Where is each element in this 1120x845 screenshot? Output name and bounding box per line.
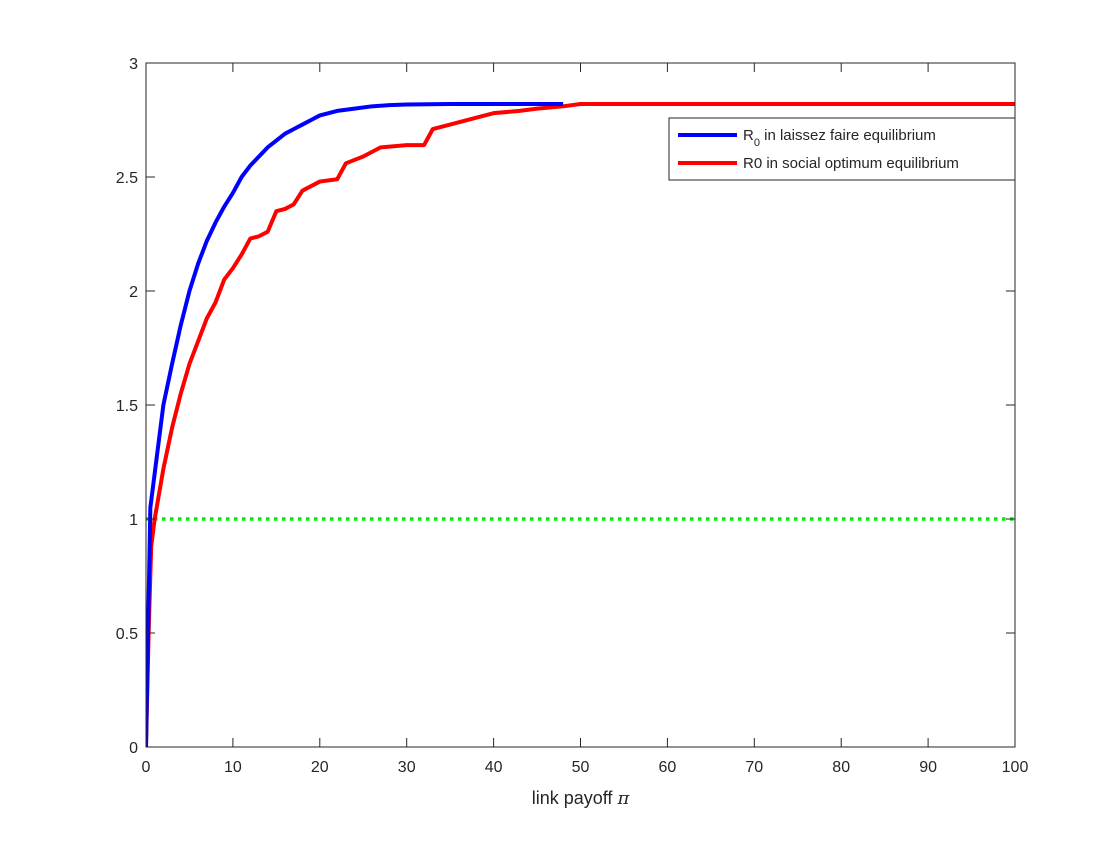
tick-layer: 0 10 20 30 40 50 60 70 80 90 100 0 0.5 1 1.5 2 2.5 3	[116, 56, 1029, 776]
x-tick-label: 20	[311, 759, 329, 776]
x-tick-label: 50	[572, 759, 590, 776]
y-tick-label: 1.5	[116, 398, 138, 415]
x-tick-label: 70	[745, 759, 763, 776]
x-tick-label: 80	[832, 759, 850, 776]
y-tick-label: 2	[129, 284, 138, 301]
series-line-0	[146, 102, 564, 747]
x-tick-label: 60	[659, 759, 677, 776]
series-layer	[146, 102, 1015, 747]
x-tick-label: 40	[485, 759, 503, 776]
y-tick-label: 0.5	[116, 626, 138, 643]
x-tick-label: 0	[142, 759, 151, 776]
y-tick-label: 0	[129, 740, 138, 757]
y-tick-label: 2.5	[116, 170, 138, 187]
x-tick-label: 90	[919, 759, 937, 776]
y-tick-label: 3	[129, 56, 138, 73]
y-tick-label: 1	[129, 512, 138, 529]
x-tick-label: 10	[224, 759, 242, 776]
x-tick-label: 30	[398, 759, 416, 776]
legend: R0 in laissez faire equilibrium R0 in soc…	[668, 117, 1016, 181]
x-tick-label: 100	[1002, 759, 1029, 776]
x-axis-label: link payoff π	[532, 788, 631, 809]
series-line-1	[146, 102, 1015, 747]
legend-entry: R0 in laissez faire equilibrium	[743, 127, 936, 149]
legend-box	[668, 117, 1016, 181]
legend-entry: R0 in social optimum equilibrium	[743, 155, 959, 172]
